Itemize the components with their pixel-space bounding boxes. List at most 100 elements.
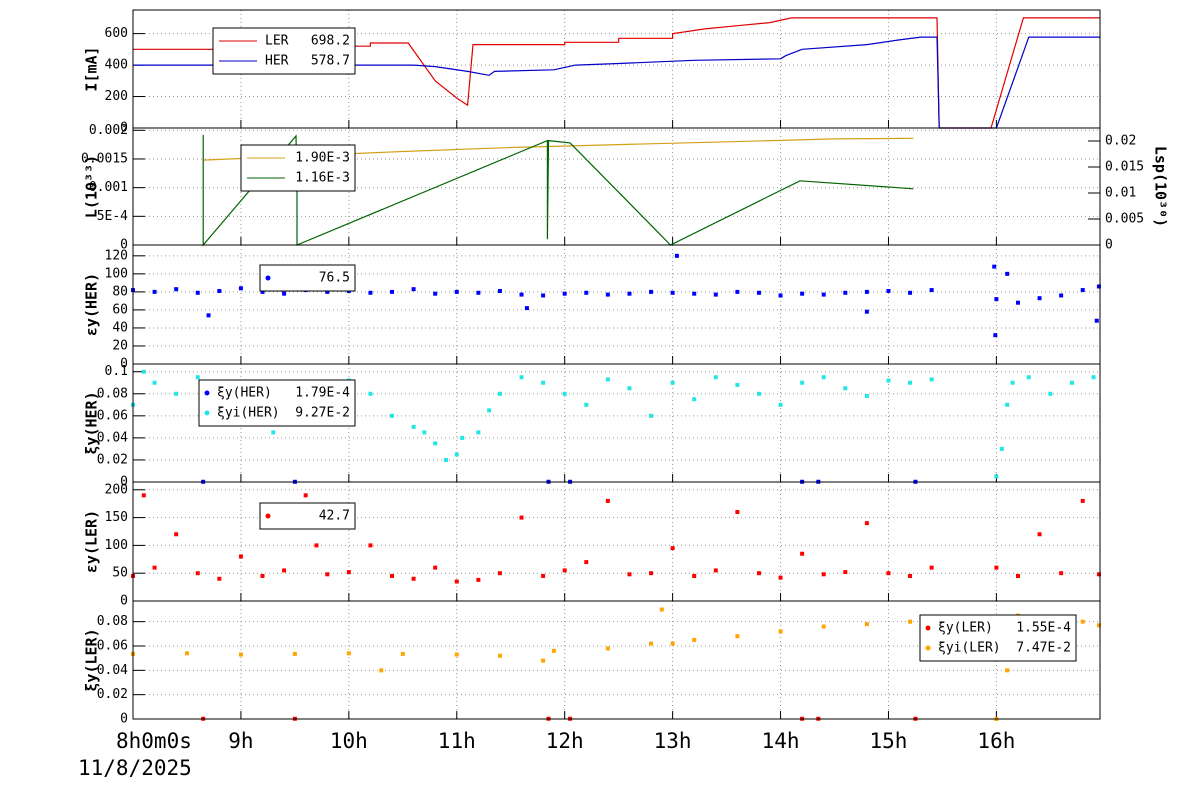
legend-value: 42.7 [319,509,350,524]
scatter-point [238,286,243,291]
legend-box [198,379,356,427]
scatter-point [454,579,459,584]
scatter-point [999,446,1004,451]
scatter-point [141,493,146,498]
y-tick-label: 0.002 [89,123,128,138]
y-tick-label: 0 [120,475,128,490]
scatter-point [864,393,869,398]
scatter-point [864,309,869,314]
scatter-point [152,565,157,570]
scatter-point [670,290,675,295]
scatter-point [390,289,395,294]
scatter-point [497,653,502,658]
scatter-point [886,571,891,576]
scatter-point [649,289,654,294]
scatter-point [713,375,718,380]
legend-name: ξy(LER) [938,621,993,636]
scatter-point [519,515,524,520]
scatter-point [1059,293,1064,298]
scatter-point [303,493,308,498]
scatter-point [692,397,697,402]
scatter-point [282,291,287,296]
scatter-point [152,380,157,385]
scatter-point [454,652,459,657]
y-tick-label: 200 [105,89,128,104]
y-tick-label: 0.0015 [81,151,128,166]
x-tick-label: 9h [228,729,253,753]
y-axis-label: I[mA] [83,46,101,91]
y-axis-label: εy(LER) [83,510,101,573]
scatter-point [411,424,416,429]
scatter-point [843,570,848,575]
scatter-point [821,292,826,297]
legend-name: HER [265,54,289,69]
scatter-point [487,408,492,413]
scatter-point [908,619,913,624]
scatter-point [670,641,675,646]
scatter-point [800,291,805,296]
scatter-point [524,306,529,311]
y2-axis-label: Lsp(10³⁰) [1152,146,1170,227]
y-tick-label: 0.08 [97,614,128,629]
scatter-point [1059,571,1064,576]
y-tick-label: 60 [112,302,128,317]
plot-frame [132,600,1101,720]
scatter-point [476,577,481,582]
scatter-point [908,290,913,295]
scatter-point [649,571,654,576]
scatter-point [1010,380,1015,385]
scatter-point [584,290,589,295]
y-tick-label: 0.04 [97,430,128,445]
y-tick-label: 80 [112,284,128,299]
legend-swatch [265,513,271,519]
scatter-point [735,510,740,515]
scatter-point [541,658,546,663]
scatter-point [1096,284,1101,289]
date-label: 11/8/2025 [78,756,192,780]
y-tick-label: 40 [112,320,128,335]
scatter-point [670,380,675,385]
scatter-point [584,560,589,565]
scatter-point [541,380,546,385]
scatter-point [497,288,502,293]
legend-swatch [204,390,210,396]
y-tick-label: 200 [105,482,128,497]
scatter-point [184,651,189,656]
series-line [133,17,1100,129]
plot-frame [132,244,1101,365]
legend-name: ξyi(LER) [938,641,1001,656]
legend-name: LER [265,34,289,49]
scatter-point [551,648,556,653]
y-tick-label: 0 [120,238,128,253]
scatter-point [994,474,999,479]
scatter-point [843,290,848,295]
scatter-point [1091,375,1096,380]
scatter-point [1094,318,1099,323]
scatter-point [800,551,805,556]
scatter-point [562,391,567,396]
scatter-point [649,413,654,418]
y2-tick-label: 0.015 [1105,160,1144,175]
y-axis-label: ξy(HER) [83,391,101,454]
scatter-point [195,290,200,295]
scatter-point [821,572,826,577]
y-tick-label: 600 [105,26,128,41]
legend-box [259,502,356,530]
scatter-point [346,570,351,575]
y-tick-label: 20 [112,338,128,353]
y-tick-label: 0.06 [97,639,128,654]
scatter-point [1080,498,1085,503]
scatter-point [217,576,222,581]
scatter-point [713,568,718,573]
scatter-point [476,430,481,435]
scatter-point [400,651,405,656]
series-line [133,36,1100,129]
legend-swatch [925,625,931,631]
scatter-point [443,457,448,462]
scatter-point [1026,375,1031,380]
y-tick-label: 0.02 [97,687,128,702]
scatter-point [649,641,654,646]
scatter-point [390,573,395,578]
y-tick-label: 0.1 [105,364,128,379]
scatter-point [670,546,675,551]
